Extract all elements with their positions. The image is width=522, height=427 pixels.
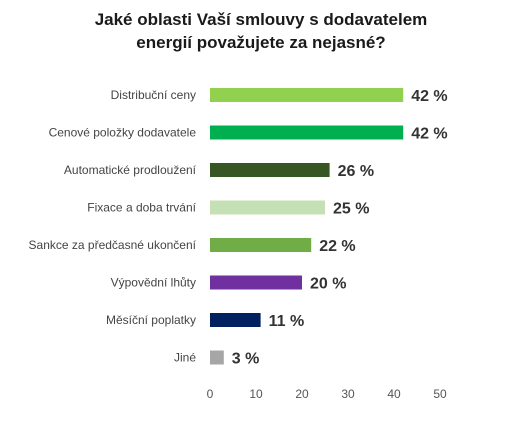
category-label: Sankce za předčasné ukončení	[29, 238, 197, 252]
x-tick-label: 20	[295, 387, 309, 401]
bar	[210, 350, 224, 365]
chart-title-line-1: Jaké oblasti Vaší smlouvy s dodavatelem	[94, 10, 428, 29]
x-tick-label: 40	[387, 387, 401, 401]
data-label: 3 %	[232, 351, 260, 368]
data-label: 42 %	[411, 88, 447, 105]
bar	[210, 88, 404, 102]
chart-title: Jaké oblasti Vaší smlouvy s dodavatelem …	[0, 8, 522, 54]
category-label: Jiné	[174, 351, 196, 365]
category-label: Automatické prodloužení	[64, 163, 197, 177]
bar	[210, 125, 404, 140]
bar	[210, 313, 261, 327]
category-label: Měsíční poplatky	[106, 313, 196, 327]
x-tick-label: 50	[433, 387, 447, 401]
x-tick-label: 10	[249, 387, 263, 401]
data-label: 26 %	[338, 163, 374, 180]
category-label: Fixace a doba trvání	[87, 201, 196, 215]
category-label: Výpovědní lhůty	[111, 276, 196, 290]
data-label: 11 %	[269, 313, 305, 330]
chart-title-line-2: energií považujete za nejasné?	[136, 33, 386, 52]
bar	[210, 238, 312, 252]
bar	[210, 275, 302, 290]
data-label: 20 %	[310, 276, 346, 293]
x-tick-label: 30	[341, 387, 355, 401]
category-label: Cenové položky dodavatele	[49, 126, 197, 140]
data-label: 22 %	[319, 238, 355, 255]
data-label: 42 %	[411, 126, 447, 143]
category-label: Distribuční ceny	[111, 88, 196, 102]
x-tick-label: 0	[207, 387, 214, 401]
data-label: 25 %	[333, 201, 369, 218]
bar	[210, 200, 325, 215]
bar	[210, 163, 330, 177]
